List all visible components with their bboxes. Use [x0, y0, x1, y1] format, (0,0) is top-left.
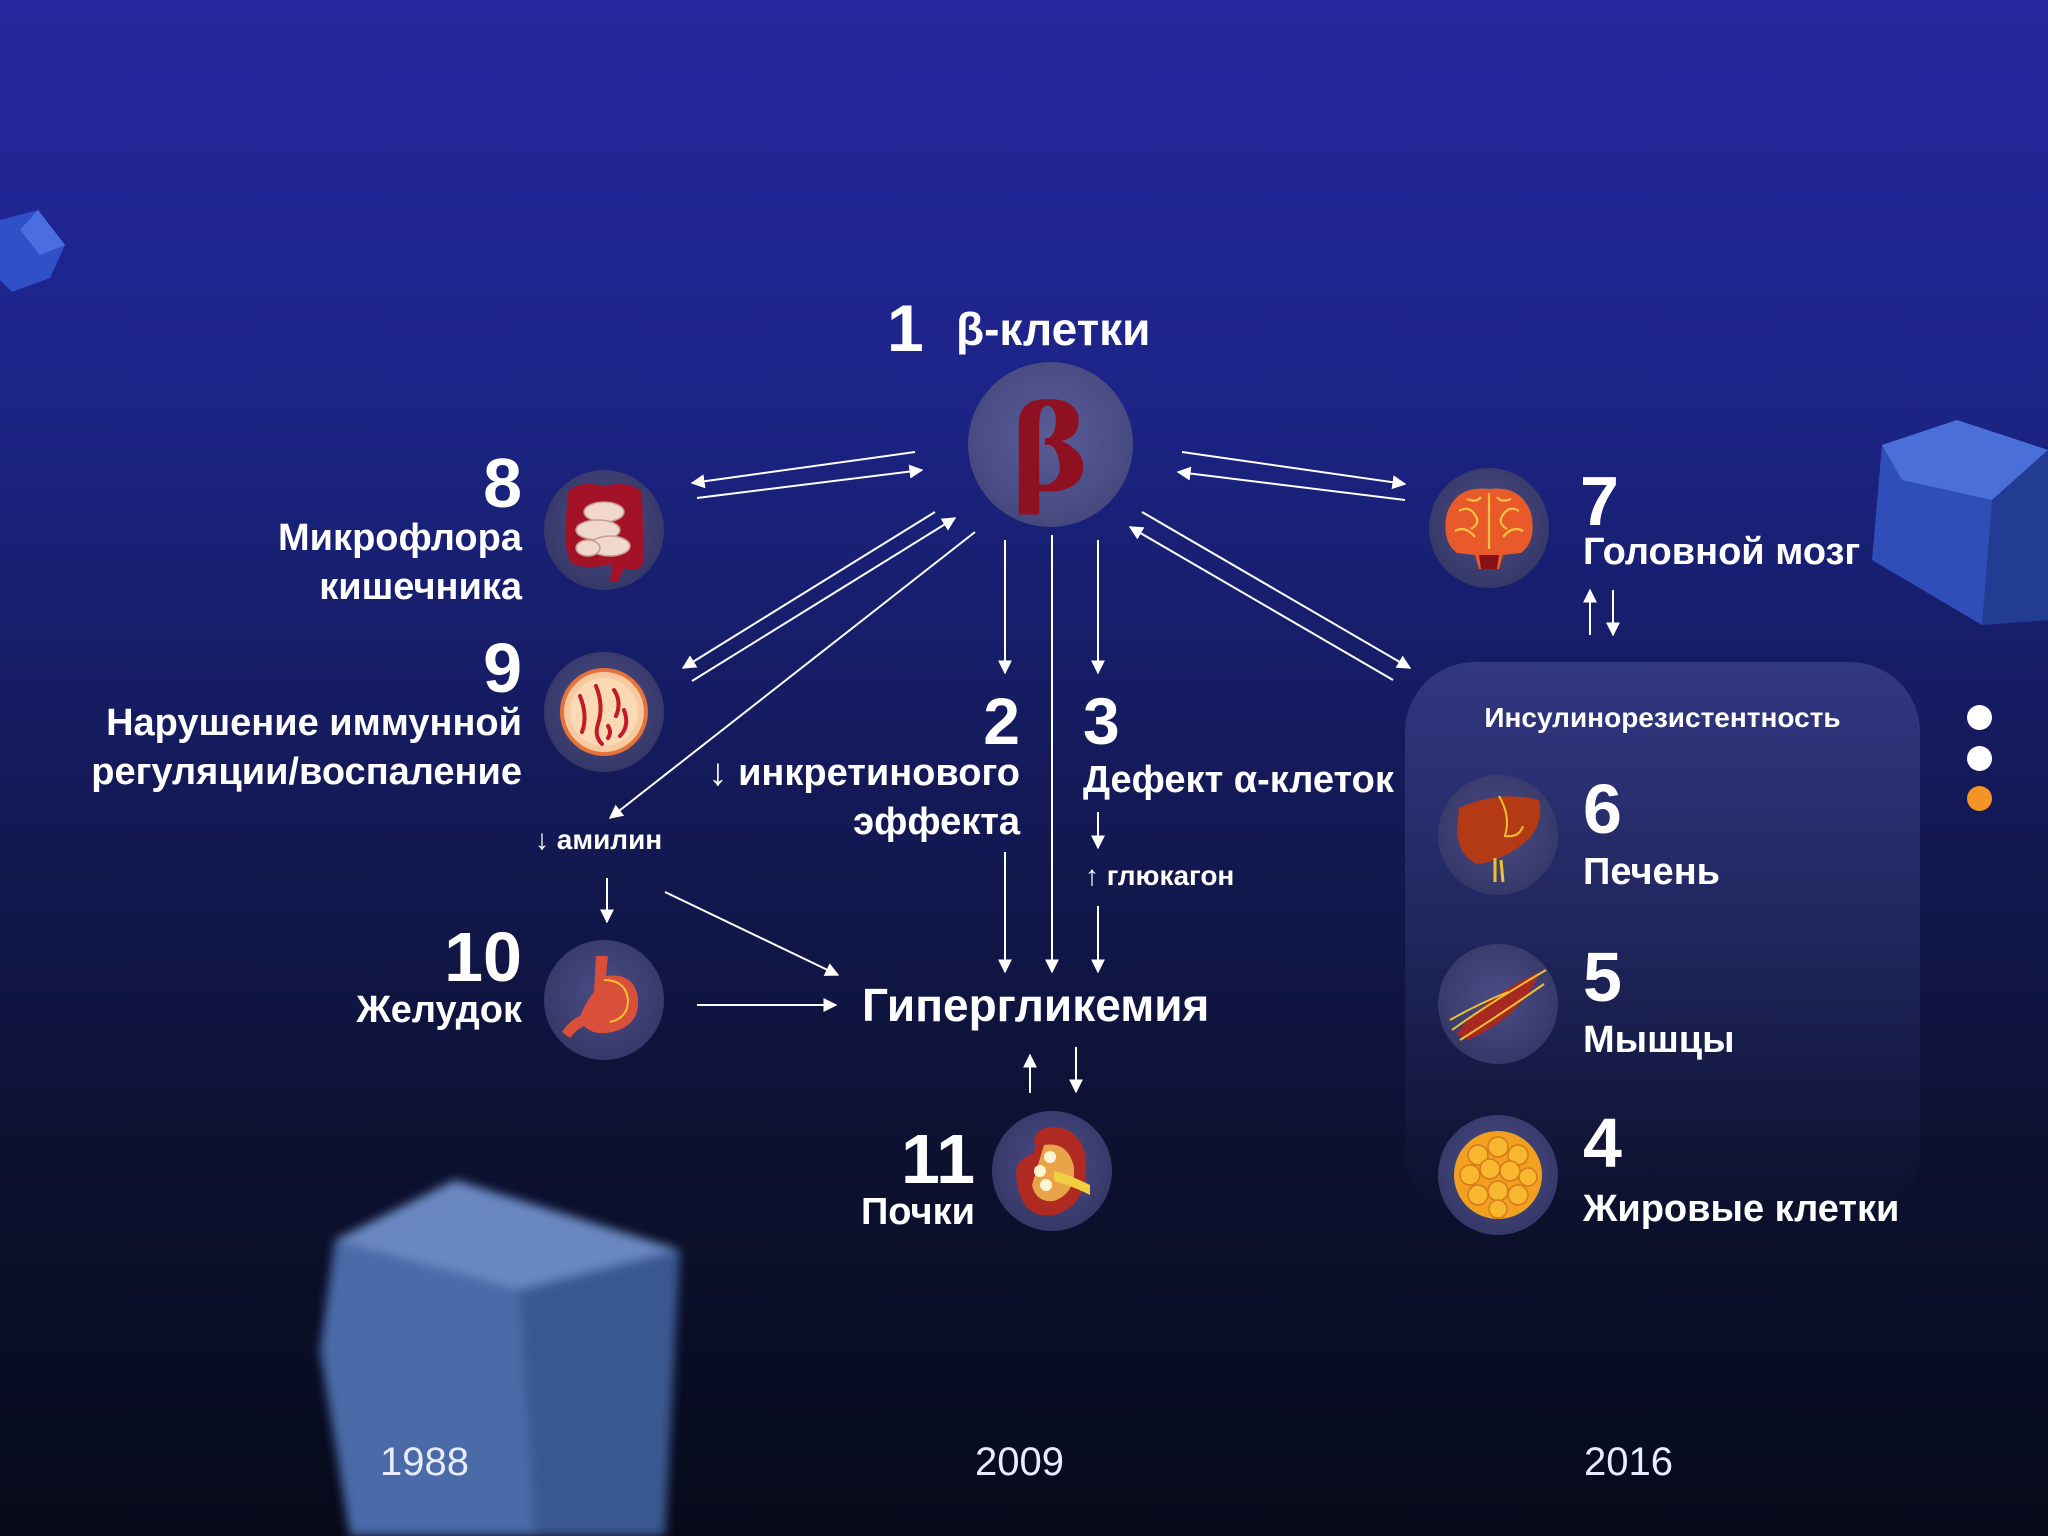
- node-8-number: 8: [483, 444, 522, 522]
- arrow-9-to-beta: [691, 517, 957, 682]
- crystal-decoration-right: [1872, 420, 2048, 625]
- node-3-label: Дефект α-клеток: [1083, 759, 1394, 801]
- node-2-label-line2: эффекта: [853, 801, 1020, 843]
- muscle-node: [1438, 944, 1558, 1064]
- node-2-number: 2: [983, 684, 1020, 758]
- inflammation-node: [544, 652, 664, 772]
- brain-node: [1429, 468, 1549, 588]
- brain-icon: [1445, 488, 1533, 569]
- arrow-beta-to-9: [681, 511, 936, 669]
- node-6-label: Печень: [1583, 851, 1721, 893]
- node-4-label: Жировые клетки: [1583, 1188, 1900, 1230]
- node-10-label: Желудок: [356, 989, 522, 1031]
- liver-node: [1438, 775, 1558, 895]
- timeline-year-2016[interactable]: 2016: [1584, 1440, 1673, 1484]
- stomach-node: [544, 940, 664, 1060]
- node-11-label: Почки: [860, 1191, 975, 1233]
- pager-dot-3-active[interactable]: [1967, 786, 1992, 811]
- node-2-label-line1: ↓ инкретинового: [708, 752, 1020, 794]
- node-8-label-line1: Микрофлора: [278, 517, 522, 559]
- node-5-number: 5: [1583, 938, 1622, 1016]
- arrow-ir-to-beta: [1128, 526, 1394, 681]
- kidney-node: [992, 1111, 1112, 1231]
- arrow-beta-to-8: [690, 451, 916, 489]
- beta-cells-node: β: [968, 362, 1133, 527]
- node-8-label-line2: кишечника: [319, 566, 522, 608]
- crystal-decoration-bottom: [320, 1180, 680, 1536]
- arrow-beta-to-ir: [1141, 511, 1412, 669]
- liver-icon: [1457, 795, 1541, 883]
- arrow-amylin-to-hyperglycemia: [664, 891, 840, 976]
- insulin-resistance-title: Инсулинорезистентность: [1484, 702, 1841, 733]
- node-7-number: 7: [1580, 462, 1619, 540]
- node-11-number: 11: [901, 1120, 975, 1198]
- amylin-label: ↓ амилин: [535, 824, 663, 855]
- node-4-number: 4: [1583, 1104, 1622, 1182]
- intestine-node: [544, 470, 664, 590]
- pager-dot-2[interactable]: [1967, 746, 1992, 771]
- beta-symbol-icon: β: [1011, 378, 1090, 518]
- timeline-year-1988[interactable]: 1988: [380, 1440, 469, 1484]
- node-10-number: 10: [444, 918, 522, 996]
- stomach-icon: [562, 956, 639, 1038]
- muscle-icon: [1449, 969, 1547, 1041]
- fat-cells-node: [1438, 1115, 1558, 1235]
- kidney-icon: [1016, 1127, 1090, 1216]
- node-9-label-line1: Нарушение иммунной: [106, 702, 522, 744]
- node-6-number: 6: [1583, 770, 1622, 848]
- crystal-decoration-left: [0, 210, 65, 292]
- node-9-number: 9: [483, 629, 522, 707]
- node-7-label: Головной мозг: [1583, 531, 1861, 573]
- intestine-icon: [564, 484, 644, 582]
- node-1-label: β-клетки: [956, 303, 1151, 355]
- pager-dot-1[interactable]: [1967, 705, 1992, 730]
- node-3-number: 3: [1083, 684, 1120, 758]
- cell-inflammation-icon: [560, 668, 648, 756]
- hyperglycemia-label: Гипергликемия: [862, 979, 1210, 1031]
- node-1-number: 1: [887, 291, 924, 365]
- arrow-8-to-beta: [696, 464, 924, 499]
- node-5-label: Мышцы: [1583, 1019, 1735, 1061]
- arrow-beta-to-7: [1181, 451, 1407, 490]
- arrow-beta-to-amylin: [608, 531, 976, 819]
- timeline-year-2009[interactable]: 2009: [975, 1440, 1064, 1484]
- arrow-7-to-beta: [1176, 466, 1406, 501]
- node-9-label-line2: регуляции/воспаление: [91, 751, 522, 793]
- fat-cells-icon: [1454, 1131, 1542, 1219]
- glucagon-label: ↑ глюкагон: [1085, 860, 1235, 891]
